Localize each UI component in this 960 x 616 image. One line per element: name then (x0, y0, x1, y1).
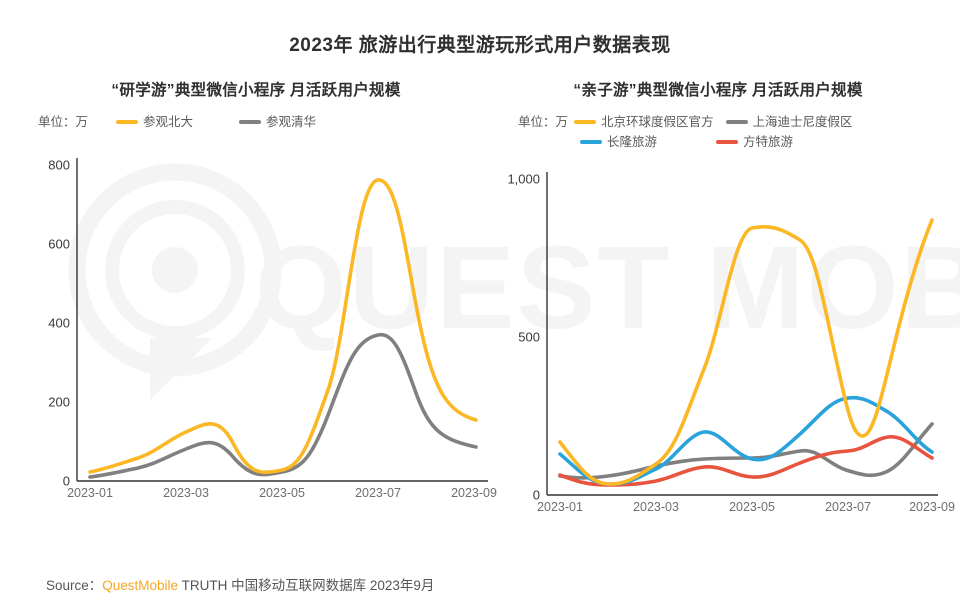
ytick-right-1000: 1,000 (507, 171, 540, 187)
source-prefix: Source： (46, 578, 103, 593)
ytick-right-0: 0 (532, 487, 540, 503)
legend-swatch-disney (725, 120, 748, 124)
legend-label-chimelong: 长隆旅游 (607, 135, 658, 149)
legend-label-disney: 上海迪士尼度假区 (752, 115, 853, 129)
legend-swatch-chimelong (580, 140, 602, 144)
unit-label-right: 单位：万 (518, 115, 569, 129)
xtick-left-2: 2023-05 (259, 486, 305, 500)
legend-row-1: 单位：万 北京环球度假区官方 上海迪士尼度假区 (492, 112, 944, 132)
source-line: Source：QuestMobile TRUTH 中国移动互联网数据库 2023… (46, 574, 434, 594)
legend-item-beida[interactable]: 参观北大 (116, 112, 193, 132)
xtick-left-4: 2023-09 (451, 486, 497, 500)
legend-swatch-qinghua (239, 120, 262, 124)
ytick-left-200: 200 (48, 394, 70, 410)
ytick-left-400: 400 (48, 315, 70, 331)
series-line-universal (558, 218, 934, 486)
xaxis-labels-right: 2023-01 2023-03 2023-05 2023-07 2023-09 (537, 500, 955, 522)
xtick-right-3: 2023-07 (825, 500, 871, 514)
ytick-left-600: 600 (48, 236, 70, 252)
legend-swatch-fangte (716, 140, 738, 144)
legend-label-beida: 参观北大 (143, 115, 194, 129)
panel-left-title: “研学游”典型微信小程序 月活跃用户规模 (111, 82, 401, 99)
plot-area-left: 800 600 400 200 0 2023-01 2023-03 2023-0… (24, 140, 497, 501)
xtick-right-1: 2023-03 (633, 500, 679, 514)
xtick-right-4: 2023-09 (909, 500, 955, 514)
page-title: 2023年 旅游出行典型游玩形式用户数据表现 (289, 35, 671, 56)
panel-right-legend: 单位：万 北京环球度假区官方 上海迪士尼度假区 长隆旅游 方特旅游 (492, 112, 944, 152)
series-line-beida (88, 178, 478, 474)
series-line-qinghua (88, 333, 478, 479)
legend-label-fangte: 方特旅游 (743, 135, 794, 149)
series-line-fangte (558, 435, 934, 487)
panel-right-title: “亲子游”典型微信小程序 月活跃用户规模 (573, 82, 863, 99)
line-chart-left (76, 158, 488, 482)
ytick-left-0: 0 (62, 473, 70, 489)
legend-row-2: 长隆旅游 方特旅游 (492, 132, 944, 152)
legend-item-fangte[interactable]: 方特旅游 (716, 132, 793, 152)
xtick-right-2: 2023-05 (729, 500, 775, 514)
unit-label-left: 单位：万 (38, 115, 89, 129)
legend-item-disney[interactable]: 上海迪士尼度假区 (725, 112, 853, 132)
legend-label-qinghua: 参观清华 (266, 115, 317, 129)
ytick-right-500: 500 (518, 329, 540, 345)
panel-family-tour: “亲子游”典型微信小程序 月活跃用户规模 单位：万 北京环球度假区官方 上海迪士… (492, 78, 954, 515)
legend-item-universal[interactable]: 北京环球度假区官方 (574, 112, 714, 132)
line-chart-right (546, 172, 938, 496)
xtick-left-0: 2023-01 (67, 486, 113, 500)
xtick-left-1: 2023-03 (163, 486, 209, 500)
legend-swatch-beida (116, 120, 139, 124)
plot-area-right: 1,000 500 0 2023-01 2023-03 2023-05 2023… (492, 154, 954, 515)
panel-study-tour: “研学游”典型微信小程序 月活跃用户规模 单位：万 参观北大 参观清华 800 … (24, 78, 497, 501)
xtick-right-0: 2023-01 (537, 500, 583, 514)
ytick-left-800: 800 (48, 157, 70, 173)
legend-swatch-universal (574, 120, 597, 124)
legend-item-chimelong[interactable]: 长隆旅游 (580, 132, 704, 152)
xtick-left-3: 2023-07 (355, 486, 401, 500)
source-brand: QuestMobile (102, 578, 179, 593)
panel-left-legend: 单位：万 参观北大 参观清华 (24, 112, 488, 132)
legend-label-universal: 北京环球度假区官方 (601, 115, 714, 129)
legend-item-qinghua[interactable]: 参观清华 (239, 112, 316, 132)
series-line-disney (558, 422, 934, 480)
xaxis-labels-left: 2023-01 2023-03 2023-05 2023-07 2023-09 (67, 486, 497, 508)
source-rest: TRUTH 中国移动互联网数据库 2023年9月 (178, 578, 435, 593)
